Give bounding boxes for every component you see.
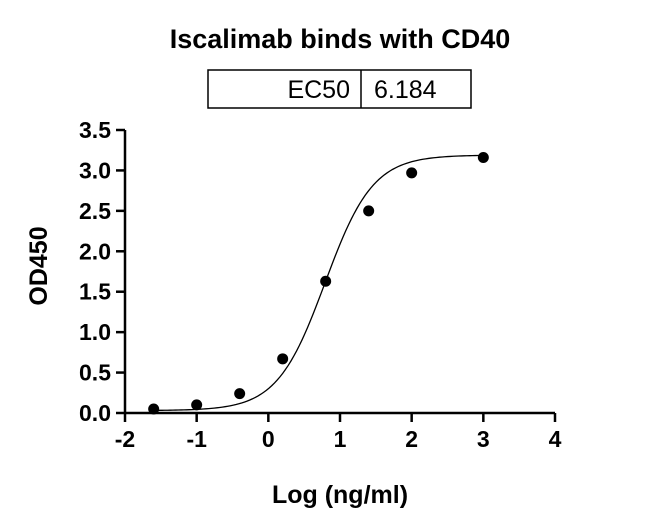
x-tick-label: -1 bbox=[186, 426, 207, 452]
ec50-value: 6.184 bbox=[374, 76, 437, 104]
ec50-label: EC50 bbox=[287, 76, 350, 104]
data-point bbox=[148, 403, 160, 415]
x-axis: -2 -1 0 1 2 3 4 bbox=[115, 411, 562, 452]
y-tick-label: 2.5 bbox=[79, 198, 111, 224]
x-tick-label: 0 bbox=[262, 426, 275, 452]
y-tick-label: 3.5 bbox=[79, 117, 111, 143]
fit-curve bbox=[153, 154, 484, 412]
ec50-table: EC50 6.184 bbox=[207, 69, 472, 109]
y-axis-label: OD450 bbox=[25, 226, 53, 305]
y-tick-label: 0.5 bbox=[79, 360, 111, 386]
data-point bbox=[477, 151, 489, 163]
y-tick-label: 1.0 bbox=[79, 319, 111, 345]
y-tick-label: 2.0 bbox=[79, 238, 111, 264]
fit-curve-group bbox=[153, 154, 484, 412]
ec50-table-border bbox=[207, 69, 472, 109]
x-tick-label: 3 bbox=[477, 426, 490, 452]
data-point bbox=[234, 388, 246, 400]
x-axis-label: Log (ng/ml) bbox=[272, 481, 408, 509]
data-points bbox=[148, 151, 489, 415]
y-tick-label: 3.0 bbox=[79, 157, 111, 183]
y-tick-label: 1.5 bbox=[79, 279, 111, 305]
y-tick-label: 0.0 bbox=[79, 400, 111, 426]
x-tick-label: -2 bbox=[115, 426, 135, 452]
chart-title: Iscalimab binds with CD40 bbox=[170, 24, 511, 54]
data-point bbox=[320, 275, 332, 287]
x-tick-label: 1 bbox=[334, 426, 347, 452]
x-tick-label: 2 bbox=[405, 426, 418, 452]
x-tick-label: 4 bbox=[549, 426, 562, 452]
data-point bbox=[191, 399, 203, 411]
data-point bbox=[277, 353, 289, 365]
data-point bbox=[363, 205, 375, 217]
data-point bbox=[406, 167, 418, 179]
y-axis: 0.0 0.5 1.0 1.5 2.0 2.5 3.0 3.5 bbox=[79, 117, 127, 426]
